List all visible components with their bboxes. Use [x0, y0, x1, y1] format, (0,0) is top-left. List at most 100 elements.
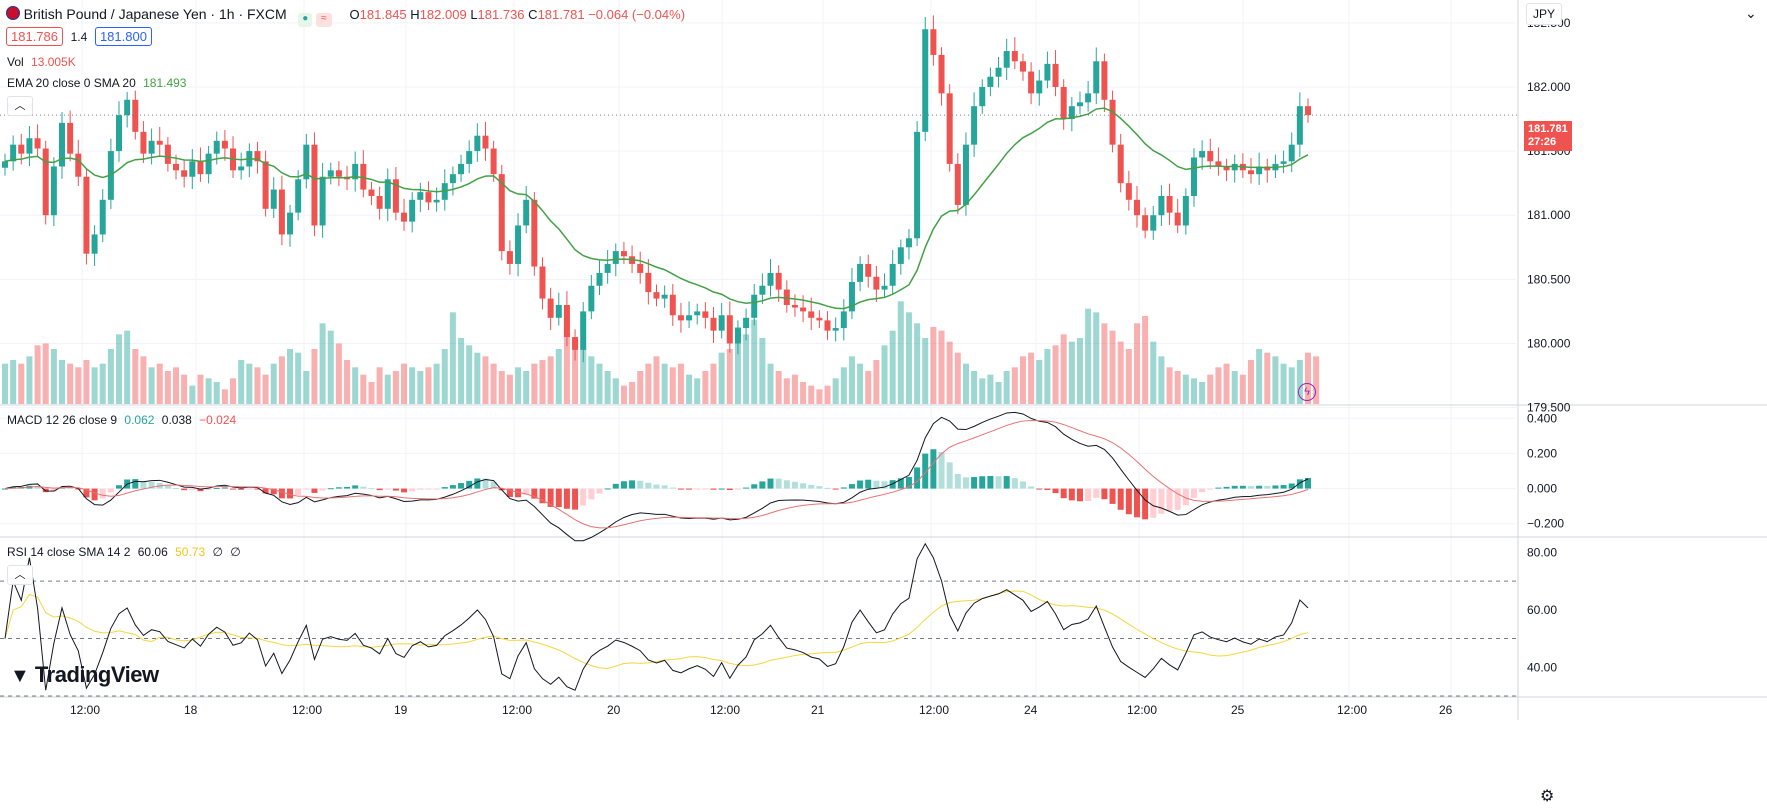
candle-body: [417, 192, 424, 200]
candle-body: [392, 179, 399, 213]
candle-body: [1256, 166, 1263, 175]
volume-bar: [1044, 349, 1051, 404]
volume-bar: [1036, 360, 1043, 404]
candle-body: [588, 285, 595, 312]
volume-bar: [971, 371, 978, 404]
buy-button[interactable]: 181.800: [94, 27, 152, 46]
macd-histogram-bar: [164, 485, 171, 489]
candle-body: [327, 170, 334, 177]
candle-body: [506, 251, 513, 264]
volume-bar: [140, 356, 147, 404]
macd-histogram-bar: [197, 488, 204, 492]
volume-legend[interactable]: Vol 13.005K: [7, 55, 76, 69]
macd-histogram-bar: [1011, 478, 1018, 489]
volume-bar: [816, 389, 823, 404]
macd-histogram-bar: [1247, 486, 1254, 489]
candle-body: [686, 315, 693, 321]
candle-body: [401, 212, 408, 222]
candle-body: [474, 135, 481, 152]
candle-body: [59, 122, 66, 167]
volume-bar: [466, 345, 473, 404]
settings-gear-icon[interactable]: ⚙: [1540, 788, 1555, 805]
macd-histogram-bar: [140, 481, 147, 489]
macd-histogram-bar: [409, 488, 416, 492]
chevron-down-icon[interactable]: ⌄: [1745, 5, 1757, 21]
macd-histogram-bar: [857, 480, 864, 489]
tradingview-logo-icon: ▼: [10, 665, 30, 687]
flash-icon[interactable]: ϟ: [1298, 383, 1316, 401]
market-status-icon[interactable]: ●: [298, 13, 313, 27]
volume-bar: [409, 367, 416, 404]
rsi-axis-label: 60.00: [1527, 603, 1557, 617]
macd-histogram-bar: [800, 483, 807, 489]
volume-bar: [580, 349, 587, 404]
volume-bar: [808, 385, 815, 404]
macd-histogram-bar: [523, 488, 530, 495]
macd-histogram-bar: [718, 488, 725, 490]
macd-histogram-bar: [2, 488, 8, 490]
volume-bar: [563, 334, 570, 404]
volume-bar: [197, 374, 204, 404]
candle-body: [10, 144, 17, 162]
ema-legend[interactable]: EMA 20 close 0 SMA 20 181.493: [7, 76, 186, 90]
volume-bar: [270, 363, 277, 404]
collapse-rsi-button[interactable]: ︿: [7, 565, 33, 585]
macd-histogram-bar: [604, 488, 611, 490]
macd-histogram-bar: [482, 478, 489, 489]
macd-histogram-bar: [962, 477, 969, 489]
volume-bar: [889, 330, 896, 404]
macd-histogram-bar: [1028, 486, 1035, 489]
price-axis-label: 179.500: [1527, 401, 1571, 415]
candle-body: [702, 311, 709, 318]
candle-body: [946, 93, 953, 164]
collapse-legend-button[interactable]: ︿: [7, 96, 33, 116]
volume-bar: [417, 371, 424, 404]
volume-bar: [1076, 338, 1083, 404]
volume-bar: [1093, 312, 1100, 404]
candle-body: [238, 166, 245, 171]
macd-histogram-bar: [677, 488, 684, 490]
symbol-title[interactable]: British Pound / Japanese Yen · 1h · FXCM: [23, 6, 287, 22]
symbol-legend: British Pound / Japanese Yen · 1h · FXCM…: [6, 6, 685, 27]
volume-bar: [987, 374, 994, 404]
candle-body: [295, 179, 302, 213]
macd-histogram-bar: [1109, 488, 1116, 504]
volume-bar: [653, 356, 660, 404]
macd-histogram-bar: [865, 479, 872, 489]
data-delay-icon[interactable]: ≈: [315, 13, 332, 27]
macd-histogram-bar: [897, 478, 904, 489]
macd-histogram-bar: [254, 488, 261, 490]
flag-icon: [6, 6, 20, 20]
candle-body: [270, 189, 277, 209]
candle-body: [425, 192, 432, 203]
macd-legend[interactable]: MACD 12 26 close 9 0.062 0.038 −0.024: [7, 413, 236, 427]
macd-histogram-bar: [319, 488, 326, 491]
price-axis-label: 182.000: [1527, 80, 1571, 94]
macd-histogram-bar: [83, 488, 90, 498]
macd-histogram-bar: [653, 484, 660, 489]
candle-body: [1101, 61, 1108, 100]
candle-body: [1150, 215, 1157, 231]
currency-button[interactable]: JPY: [1526, 3, 1563, 25]
sell-button[interactable]: 181.786: [6, 27, 63, 46]
candle-body: [1280, 161, 1287, 164]
chevron-up-icon: ︿: [14, 569, 26, 581]
macd-histogram-bar: [889, 480, 896, 489]
macd-histogram-bar: [1101, 488, 1108, 500]
rsi-legend[interactable]: RSI 14 close SMA 14 2 60.06 50.73 ∅ ∅: [7, 545, 241, 559]
volume-bar: [637, 371, 644, 404]
macd-histogram-bar: [873, 480, 880, 489]
candle-body: [881, 285, 888, 290]
volume-bar: [311, 349, 318, 404]
macd-histogram-bar: [759, 481, 766, 489]
macd-histogram-bar: [938, 452, 945, 489]
candle-body: [67, 122, 74, 154]
time-axis-label: 12:00: [292, 703, 322, 717]
rsi-na-value-1: ∅: [212, 545, 223, 559]
currency-label: JPY: [1533, 7, 1556, 21]
macd-histogram-bar: [1280, 485, 1287, 489]
macd-histogram-bar: [262, 488, 269, 494]
volume-bar: [1028, 352, 1035, 404]
candle-body: [376, 195, 383, 209]
